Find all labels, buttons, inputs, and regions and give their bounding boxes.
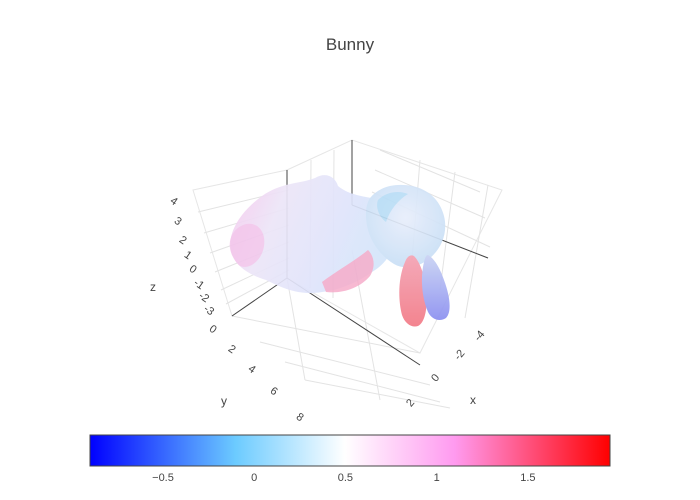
x-tick: -4 [472,328,487,343]
y-axis-title: y [221,394,227,408]
colorbar: −0.5 0 0.5 1 1.5 [89,434,611,484]
colorbar-tick-label: 1 [434,472,440,484]
scene-3d[interactable]: 4 3 2 1 0 -1 -2 -3 0 2 4 6 8 -4 -2 0 2 z… [150,139,503,424]
y-tick: 6 [268,385,280,398]
x-axis-title: x [470,393,476,407]
z-tick: 1 [182,249,194,262]
colorbar-gradient [89,434,611,467]
z-axis-ticks: 4 3 2 1 0 -1 -2 -3 [168,195,216,318]
bunny-ear-right [421,255,450,320]
colorbar-tick-label: 0 [251,472,257,484]
y-axis-ticks: 0 2 4 6 8 [207,323,306,424]
bunny-face-shade [377,192,408,222]
y-tick: 4 [246,363,258,376]
colorbar-tick-label: −0.5 [152,472,174,484]
y-tick: 0 [207,323,219,336]
bunny-tail-shade [229,223,265,267]
chart-title: Bunny [326,35,375,54]
y-tick: 2 [226,343,238,356]
colorbar-ticks: −0.5 0 0.5 1 1.5 [152,472,535,484]
z-axis-title: z [150,280,156,294]
colorbar-tick-label: 1.5 [520,472,535,484]
bunny-belly [322,250,374,293]
x-tick: -2 [452,347,467,362]
x-tick: 0 [429,372,442,384]
z-tick: 2 [177,234,189,247]
bunny-mesh[interactable] [229,175,450,327]
z-tick: 0 [187,263,199,276]
bunny-ear-left [399,255,427,327]
z-tick: -3 [201,303,216,318]
z-tick: 3 [172,215,184,228]
colorbar-tick-label: 0.5 [338,472,353,484]
y-tick: 8 [294,411,306,424]
z-tick: 4 [168,195,180,208]
x-tick: 2 [404,397,417,409]
